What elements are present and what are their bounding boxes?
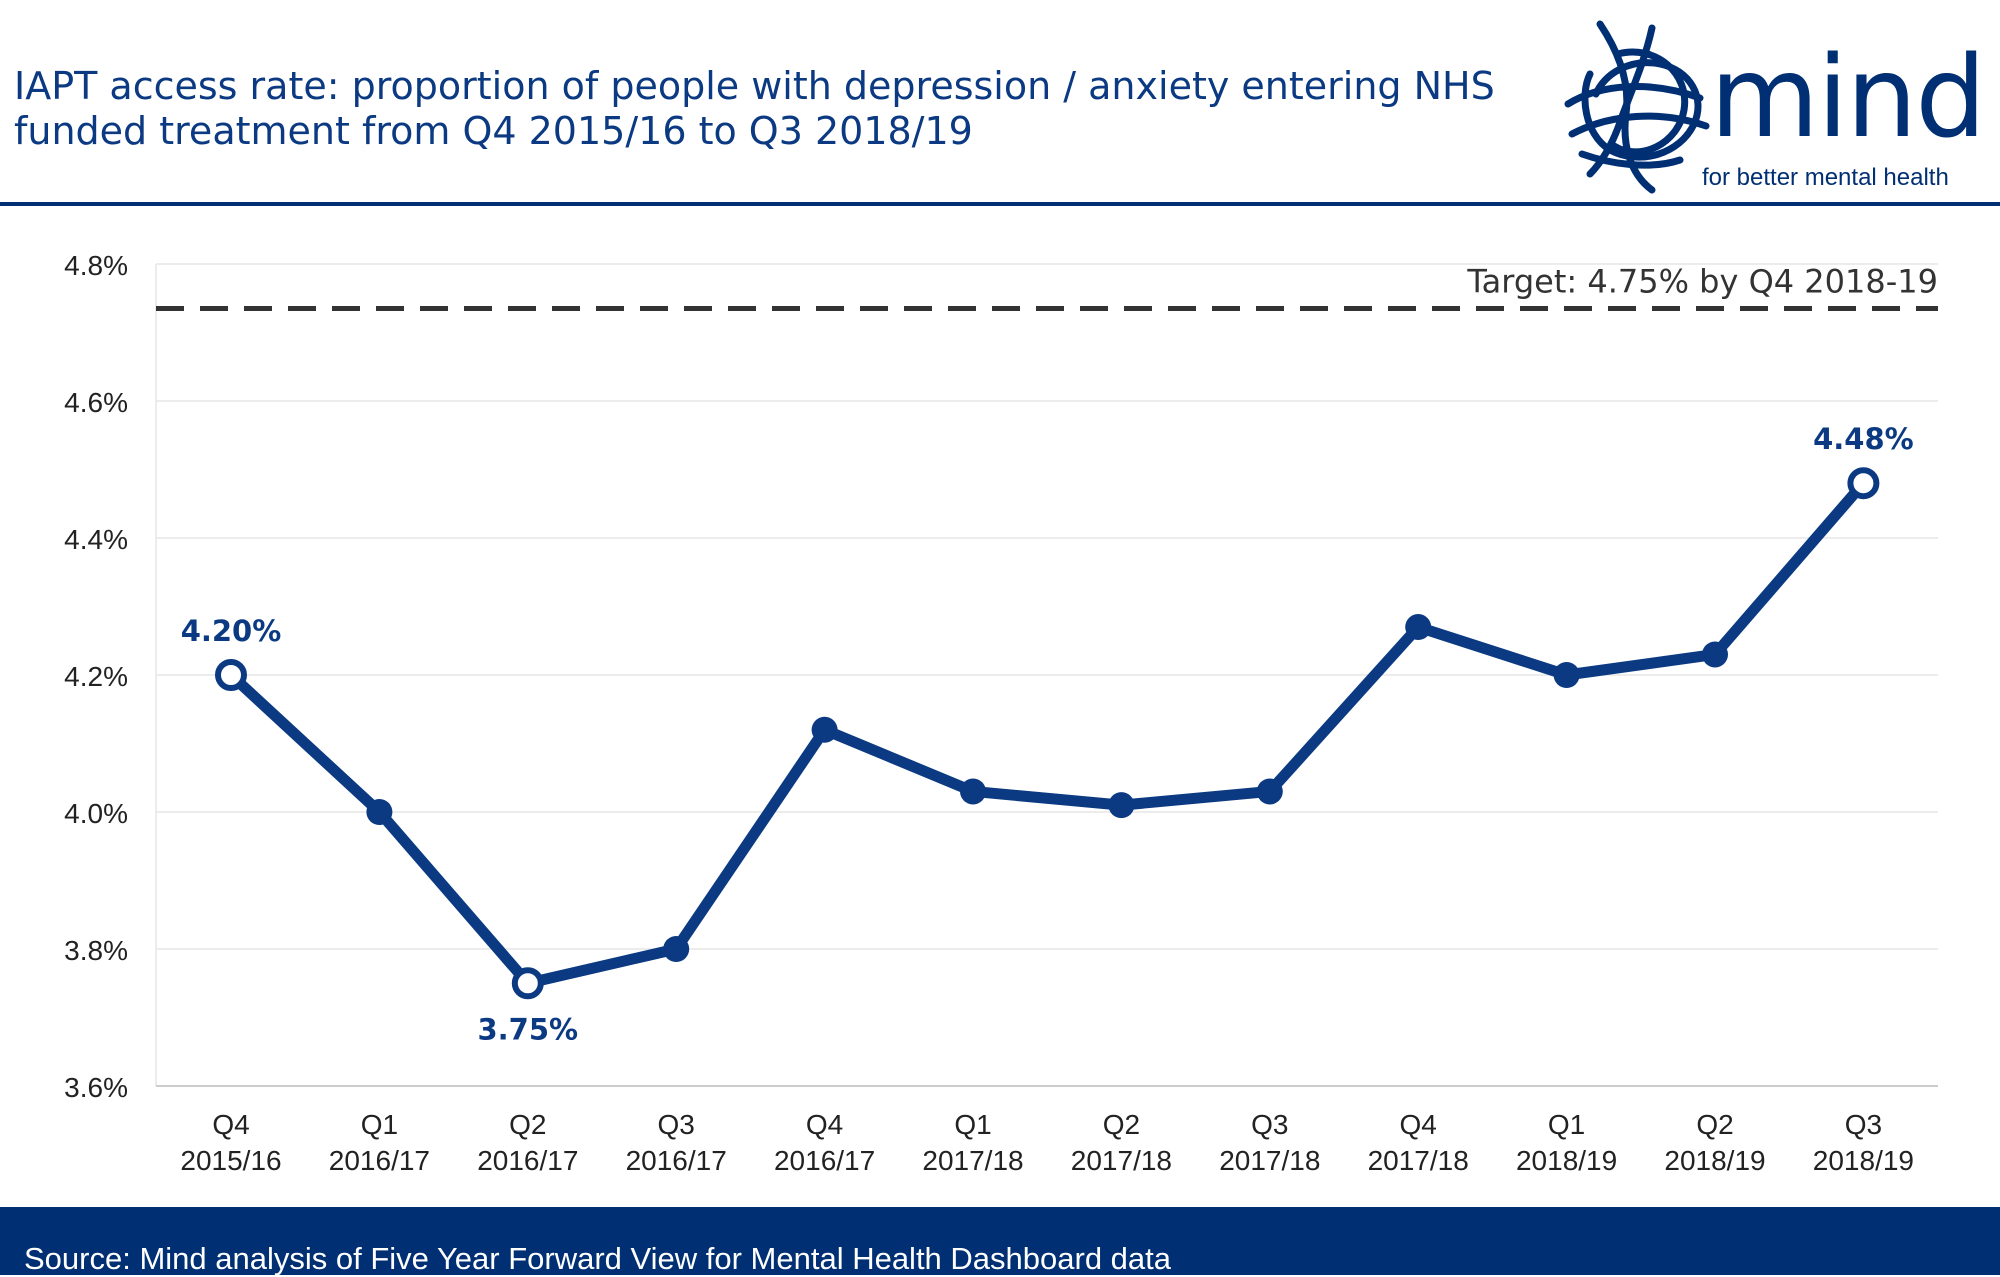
data-label: 4.20%: [181, 614, 282, 648]
x-tick-year: 2015/16: [180, 1145, 281, 1176]
x-tick-quarter: Q1: [361, 1109, 398, 1140]
x-tick-label: Q3 2016/17: [626, 1109, 727, 1176]
x-tick-quarter: Q2: [509, 1109, 546, 1140]
target-annotation: Target: 4.75% by Q4 2018-19: [156, 263, 1938, 312]
x-tick-label: Q2 2016/17: [477, 1109, 578, 1176]
x-tick-label: Q4 2015/16: [180, 1109, 281, 1176]
y-tick-label: 4.4%: [64, 524, 128, 555]
highlighted-data-point: [1847, 467, 1880, 500]
chart-title-line-1: IAPT access rate: proportion of people w…: [14, 64, 1495, 108]
logo-tagline: for better mental health: [1702, 164, 1949, 191]
data-point: [366, 799, 393, 825]
x-tick-label: Q1 2017/18: [922, 1109, 1023, 1176]
grid-lines: [155, 263, 1938, 1087]
x-tick-label: Q3 2018/19: [1813, 1109, 1914, 1176]
data-points: [215, 467, 1880, 1000]
data-point: [1405, 614, 1432, 641]
x-tick-quarter: Q3: [1251, 1109, 1288, 1140]
data-labels: 4.20% 3.75% 4.48%: [181, 422, 1914, 1046]
x-tick-year: 2017/18: [1219, 1145, 1320, 1176]
x-tick-year: 2016/17: [477, 1145, 578, 1176]
x-tick-year: 2017/18: [1071, 1145, 1172, 1176]
mind-logo: mind for better mental health: [1560, 14, 1986, 204]
x-tick-label: Q2 2017/18: [1071, 1109, 1172, 1176]
chart-title: IAPT access rate: proportion of people w…: [14, 64, 1534, 154]
series-line: [225, 477, 1869, 989]
x-tick-label: Q3 2017/18: [1219, 1109, 1320, 1176]
x-tick-quarter: Q4: [1400, 1109, 1437, 1140]
chart-header: IAPT access rate: proportion of people w…: [0, 0, 2000, 204]
y-tick-label: 3.6%: [64, 1072, 128, 1103]
logo-wordmark: mind: [1710, 33, 1986, 163]
data-point: [811, 716, 838, 743]
series-polyline: [225, 477, 1869, 989]
y-tick-label: 4.2%: [64, 661, 128, 692]
data-label: 3.75%: [477, 1012, 578, 1046]
x-tick-quarter: Q2: [1103, 1109, 1140, 1140]
x-tick-label: Q1 2018/19: [1516, 1109, 1617, 1176]
data-point: [1108, 792, 1135, 819]
x-tick-label: Q1 2016/17: [329, 1109, 430, 1176]
x-tick-year: 2018/19: [1516, 1145, 1617, 1176]
x-tick-quarter: Q3: [658, 1109, 695, 1140]
header-divider: [0, 202, 2000, 206]
x-tick-year: 2017/18: [922, 1145, 1023, 1176]
source-note: Source: Mind analysis of Five Year Forwa…: [24, 1241, 1172, 1276]
x-tick-quarter: Q3: [1845, 1109, 1882, 1140]
x-tick-label: Q4 2016/17: [774, 1109, 875, 1176]
data-label: 4.48%: [1813, 422, 1914, 456]
x-tick-year: 2018/19: [1664, 1145, 1765, 1176]
y-tick-label: 4.8%: [64, 250, 128, 281]
data-point: [1256, 778, 1283, 805]
x-axis-ticks: Q4 2015/16 Q1 2016/17 Q2 2016/17 Q3 2016/17 Q4 20…: [180, 1109, 1914, 1176]
y-tick-label: 3.8%: [64, 935, 128, 966]
y-tick-label: 4.6%: [64, 387, 128, 418]
x-tick-label: Q4 2017/18: [1368, 1109, 1469, 1176]
highlighted-data-point: [511, 967, 544, 1000]
y-tick-label: 4.0%: [64, 798, 128, 829]
x-tick-quarter: Q1: [954, 1109, 991, 1140]
x-tick-quarter: Q1: [1548, 1109, 1585, 1140]
x-tick-year: 2018/19: [1813, 1145, 1914, 1176]
y-axis-ticks: 3.6% 3.8% 4.0% 4.2% 4.4% 4.6% 4.8%: [64, 250, 128, 1103]
chart-title-line-2: funded treatment from Q4 2015/16 to Q3 2…: [14, 109, 973, 153]
highlighted-data-point: [215, 659, 247, 691]
source-footer: Source: Mind analysis of Five Year Forwa…: [0, 1207, 2000, 1276]
x-tick-quarter: Q2: [1696, 1109, 1733, 1140]
target-label: Target: 4.75% by Q4 2018-19: [1466, 263, 1938, 301]
data-point: [1553, 662, 1580, 688]
data-point: [663, 936, 690, 962]
x-tick-quarter: Q4: [212, 1109, 249, 1140]
x-tick-label: Q2 2018/19: [1664, 1109, 1765, 1176]
x-tick-year: 2017/18: [1368, 1145, 1469, 1176]
mind-scribble-logo-icon: [1564, 20, 1710, 194]
x-tick-quarter: Q4: [806, 1109, 843, 1140]
x-tick-year: 2016/17: [774, 1145, 875, 1176]
data-point: [960, 778, 986, 805]
line-chart: Target: 4.75% by Q4 2018-19 4.20%3.75%4.…: [64, 250, 1938, 1176]
x-tick-year: 2016/17: [626, 1145, 727, 1176]
data-point: [1702, 641, 1728, 668]
x-tick-year: 2016/17: [329, 1145, 430, 1176]
